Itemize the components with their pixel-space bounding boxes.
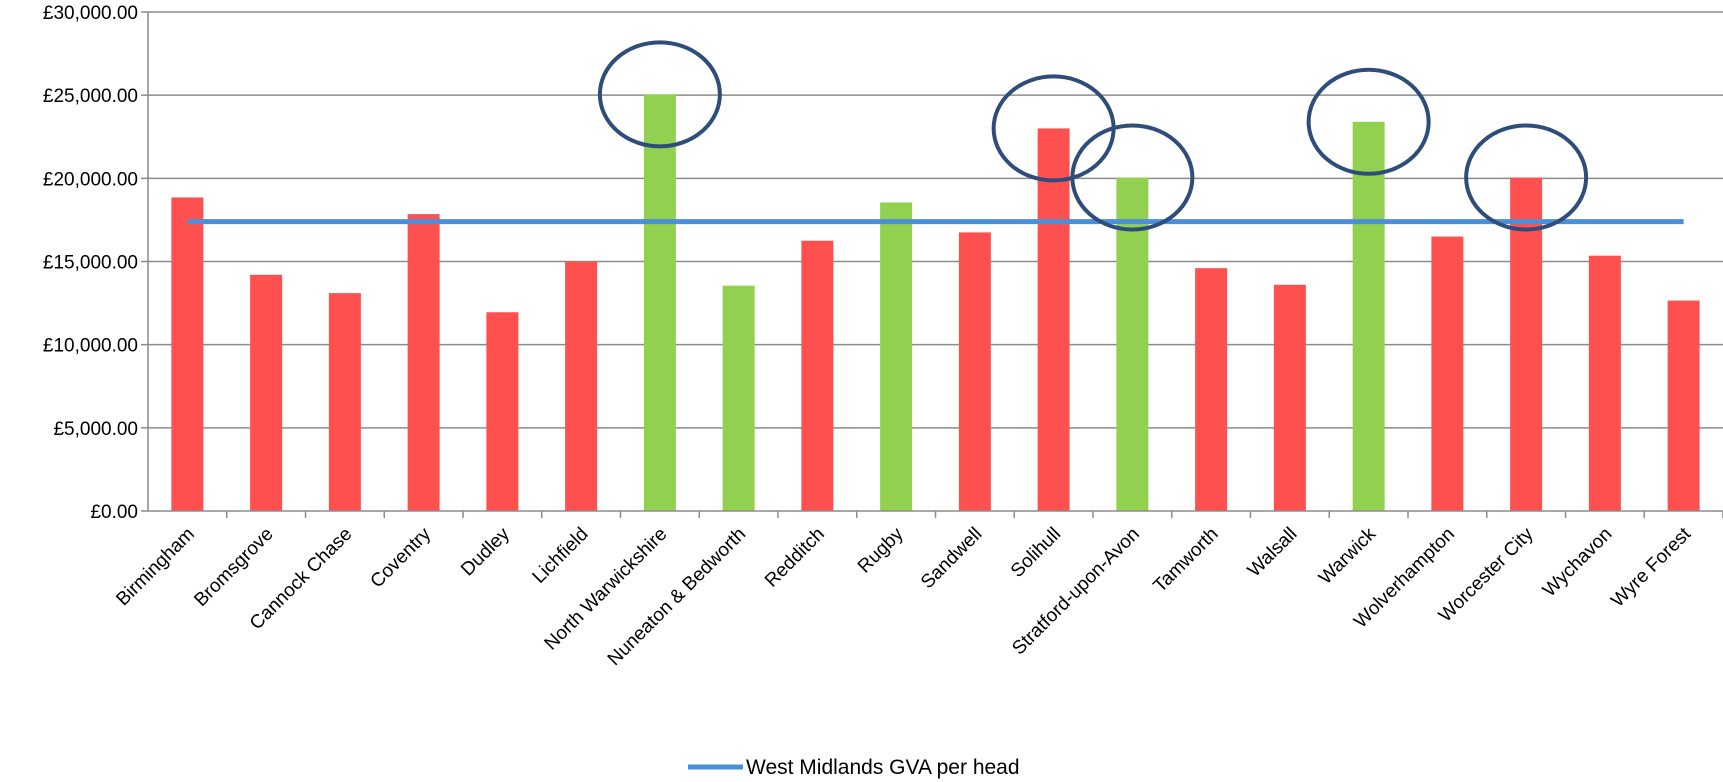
highlight-circle: [597, 40, 722, 149]
x-tick-label: Redditch: [761, 524, 829, 592]
x-tick-label: Walsall: [1244, 524, 1302, 582]
bar: [565, 261, 598, 511]
bar: [1116, 177, 1149, 512]
y-tick-label: £15,000.00: [43, 253, 138, 274]
x-tick-label: Birmingham: [112, 524, 199, 611]
y-tick-label: £10,000.00: [43, 336, 138, 357]
bars: [171, 94, 1700, 512]
y-tick-label: £20,000.00: [43, 169, 138, 190]
highlight-circles: [597, 40, 1589, 232]
y-tick-label: £0.00: [90, 502, 138, 523]
x-tick-label: Nuneaton & Bedworth: [604, 524, 750, 670]
x-tick-label: Bromsgrove: [190, 524, 277, 611]
highlight-circle: [1464, 123, 1589, 232]
bar: [1352, 121, 1385, 511]
bar: [1431, 236, 1464, 512]
bar: [880, 202, 913, 511]
legend-label: West Midlands GVA per head: [746, 756, 1020, 779]
y-tick-label: £5,000.00: [53, 419, 138, 440]
bar: [1037, 128, 1070, 511]
highlight-circle: [1306, 67, 1431, 176]
bar: [486, 312, 519, 511]
bar: [1195, 268, 1228, 511]
x-tick-label: Lichfield: [529, 524, 593, 588]
bar: [171, 197, 204, 511]
x-tick-label: Tamworth: [1150, 524, 1223, 597]
x-tick-label: Warwick: [1315, 523, 1380, 588]
bar: [958, 232, 991, 511]
y-axis-ticks: £0.00 £5,000.00 £10,000.00 £15,000.00 £20,00…: [43, 3, 148, 523]
bar: [1588, 255, 1621, 511]
x-tick-label: Solihull: [1007, 524, 1065, 582]
bar: [1667, 300, 1700, 511]
bar: [250, 274, 283, 511]
highlight-circle: [1070, 123, 1195, 232]
bar: [722, 285, 755, 511]
x-tick-label: Wychavon: [1539, 524, 1616, 601]
bar: [643, 94, 676, 512]
bar: [407, 214, 440, 511]
legend: West Midlands GVA per head: [688, 756, 1020, 779]
y-tick-label: £25,000.00: [43, 86, 138, 107]
x-tick-label: Rugby: [854, 523, 908, 577]
bar: [801, 240, 834, 512]
y-tick-label: £30,000.00: [43, 3, 138, 24]
x-tick-label: Sandwell: [917, 524, 986, 593]
x-tick-label: Coventry: [367, 523, 436, 592]
x-tick-label: Wyre Forest: [1607, 523, 1695, 611]
bar: [1510, 177, 1543, 512]
bar: [328, 293, 361, 511]
x-tick-label: Dudley: [457, 523, 514, 580]
bar: [1273, 284, 1306, 511]
